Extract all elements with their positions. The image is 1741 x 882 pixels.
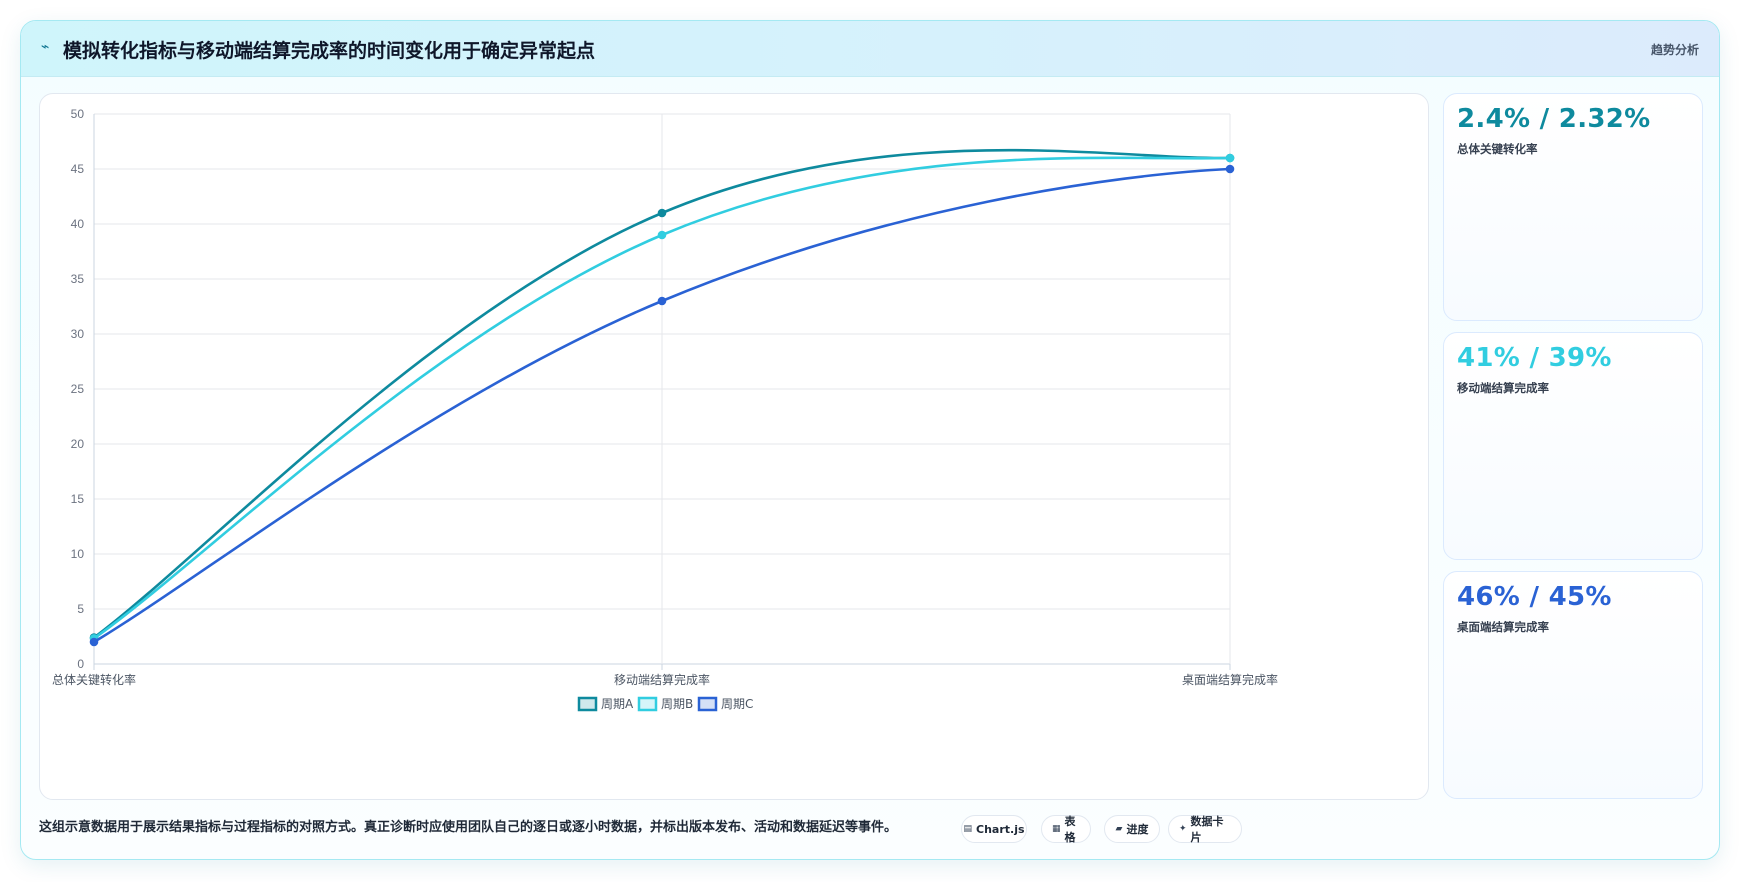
chip-label: 进度 [1126, 823, 1149, 836]
stat-value: 2.4% / 2.32% [1457, 104, 1651, 134]
data-point [657, 208, 667, 218]
y-tick-label: 35 [71, 272, 85, 286]
chart-icon: ▤ [963, 824, 972, 834]
y-tick-label: 40 [71, 217, 85, 231]
stat-label: 移动端结算完成率 [1457, 381, 1549, 395]
chart-panel: 0 5 10 15 20 25 30 35 40 45 50 总体关键转化率 移动端结算完成率 桌面端结算… [39, 93, 1429, 800]
footnote: 这组示意数据用于展示结果指标与过程指标的对照方式。真正诊断时应使用团队自己的逐日… [39, 820, 898, 835]
data-point [657, 230, 667, 240]
stat-label: 桌面端结算完成率 [1457, 620, 1549, 634]
data-point [1225, 153, 1235, 163]
legend-swatch [637, 696, 658, 712]
stat-value: 46% / 45% [1457, 582, 1612, 612]
trend-analysis-tag: 趋势分析 [1650, 43, 1699, 57]
chip-progress[interactable]: ▰ 进度 [1104, 815, 1160, 843]
data-point [1225, 164, 1235, 174]
data-point [657, 296, 667, 306]
y-tick-label: 15 [71, 492, 85, 506]
progress-icon: ▰ [1115, 824, 1123, 834]
stat-label: 总体关键转化率 [1457, 142, 1538, 156]
legend-label: 周期C [721, 697, 753, 711]
card-header: ⌁ 模拟转化指标与移动端结算完成率的时间变化用于确定异常起点 趋势分析 [21, 21, 1719, 77]
card-icon: ✦ [1179, 824, 1187, 834]
x-tick-label: 总体关键转化率 [52, 672, 136, 687]
legend-swatch [577, 696, 598, 712]
x-tick-label: 桌面端结算完成率 [1182, 672, 1278, 687]
table-icon: ▦ [1052, 824, 1061, 834]
stat-card-overall: 2.4% / 2.32% 总体关键转化率 [1443, 93, 1703, 321]
line-chart: 0 5 10 15 20 25 30 35 40 45 50 总体关键转化率 移动端结算完成率 桌面端结算… [52, 107, 1278, 712]
stat-card-mobile: 41% / 39% 移动端结算完成率 [1443, 332, 1703, 560]
chip-label: 表格 [1064, 815, 1076, 844]
y-tick-label: 20 [71, 437, 85, 451]
legend-label: 周期A [601, 697, 634, 711]
stat-card-desktop: 46% / 45% 桌面端结算完成率 [1443, 571, 1703, 799]
chip-data-card[interactable]: ✦ 数据卡片 [1168, 815, 1242, 844]
y-tick-label: 45 [71, 162, 85, 176]
stat-value: 41% / 39% [1457, 343, 1612, 373]
bolt-icon: ⌁ [41, 39, 50, 55]
chip-label: 数据卡片 [1190, 815, 1224, 844]
trend-card: ⌁ 模拟转化指标与移动端结算完成率的时间变化用于确定异常起点 趋势分析 0 5 10… [20, 20, 1720, 860]
x-tick-label: 移动端结算完成率 [614, 672, 710, 687]
y-tick-label: 10 [71, 547, 85, 561]
legend-label: 周期B [661, 697, 693, 711]
y-tick-label: 0 [77, 657, 84, 671]
y-tick-label: 50 [71, 107, 85, 121]
page-title: 模拟转化指标与移动端结算完成率的时间变化用于确定异常起点 [63, 40, 596, 62]
y-tick-label: 25 [71, 382, 85, 396]
data-point [89, 637, 99, 647]
legend-swatch [697, 696, 718, 712]
chip-label: Chart.js [976, 822, 1025, 836]
y-tick-label: 30 [71, 327, 85, 341]
chip-chartjs[interactable]: ▤ Chart.js [961, 815, 1027, 843]
chip-table[interactable]: ▦ 表格 [1041, 815, 1091, 844]
y-tick-label: 5 [77, 602, 84, 616]
